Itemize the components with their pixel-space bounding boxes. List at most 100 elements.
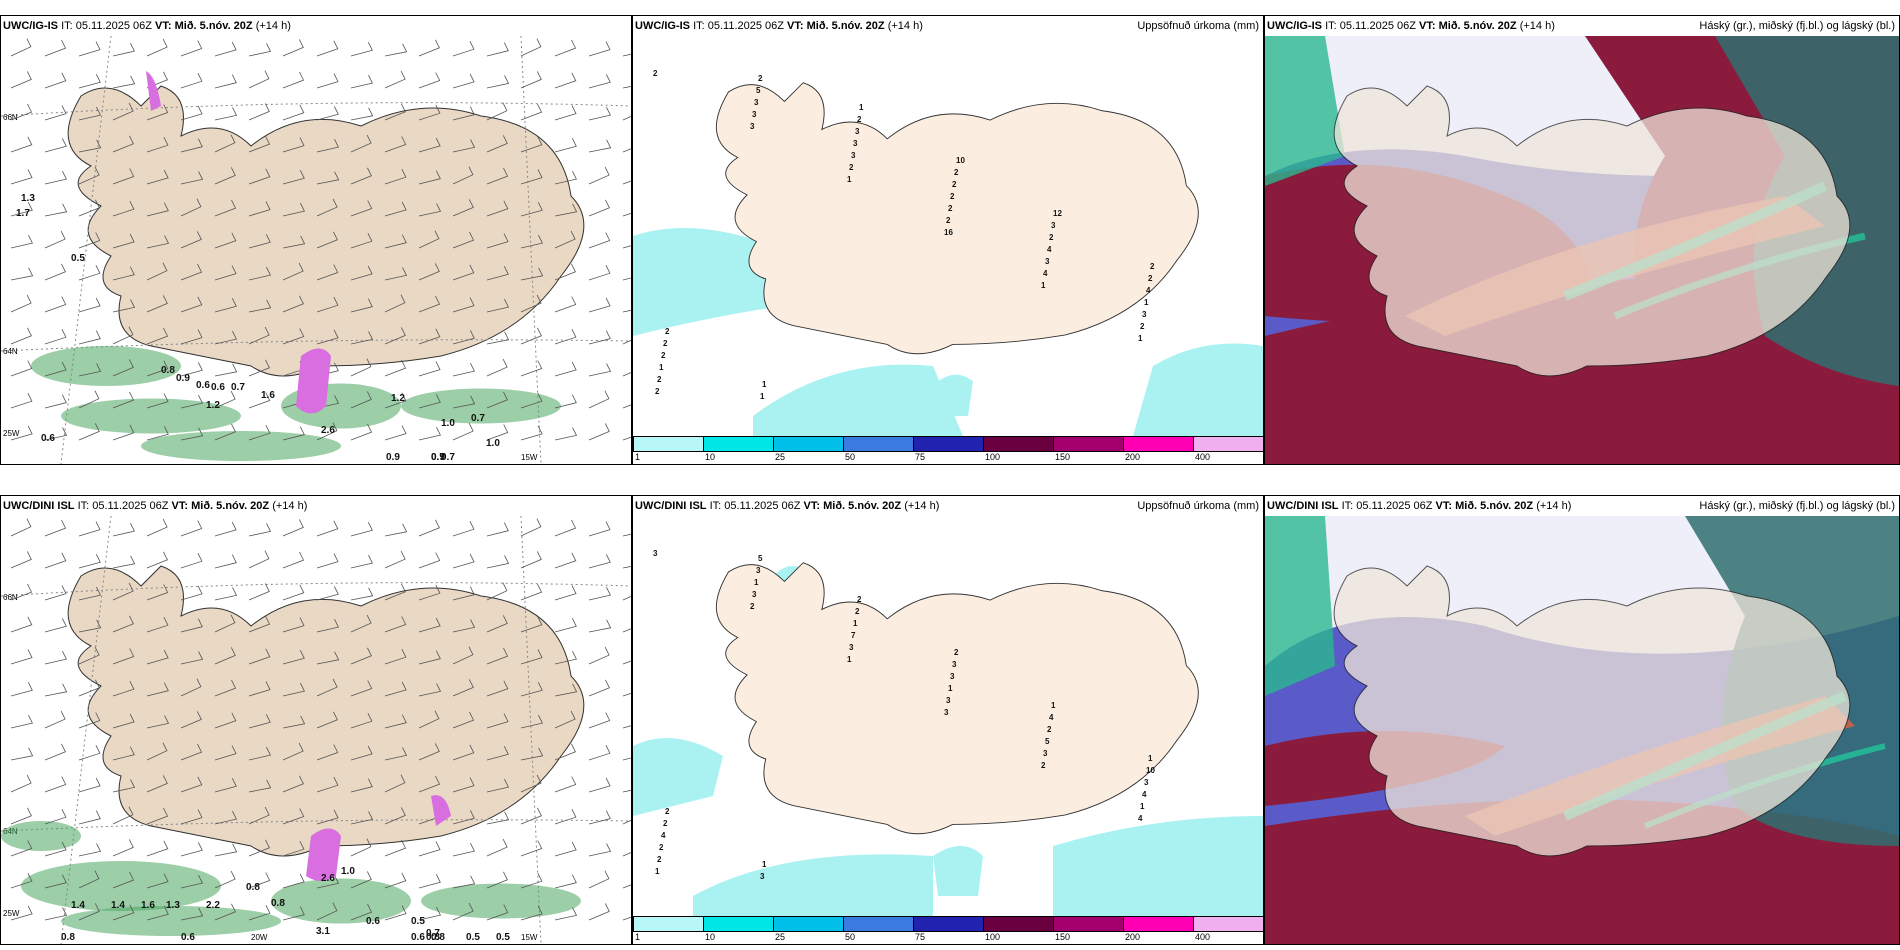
wind-barb xyxy=(146,235,170,249)
colorbar-tick-label: 150 xyxy=(1055,932,1071,942)
precip-area xyxy=(31,346,181,386)
wind-barb xyxy=(384,714,407,729)
accum-value-label: 1 xyxy=(1138,334,1143,343)
accum-value-label: 2 xyxy=(855,607,860,616)
wind-barb xyxy=(146,426,169,441)
accum-value-label: 1 xyxy=(655,867,660,876)
valid-time: Mið. 5.nóv. 20Z xyxy=(174,20,253,32)
wind-barb xyxy=(520,682,543,697)
accum-value-label: 2 xyxy=(857,115,862,124)
precip-shading xyxy=(633,566,1263,916)
wind-barb xyxy=(44,874,67,889)
wind-barb xyxy=(350,838,372,857)
precip-value-label: 1.0 xyxy=(441,418,455,429)
wind-barb xyxy=(452,73,475,89)
wind-barb xyxy=(78,712,101,729)
wind-barb xyxy=(282,262,304,281)
wind-barb xyxy=(214,134,236,153)
wind-barb xyxy=(452,810,475,825)
wind-barb xyxy=(622,596,631,601)
accum-value-label: 3 xyxy=(653,549,658,558)
accum-value-label: 2 xyxy=(659,843,664,852)
wind-barb xyxy=(316,651,340,665)
accum-value-label: 1 xyxy=(1041,281,1046,290)
wind-barb xyxy=(384,747,408,761)
precip-value-label: 0.6 xyxy=(181,932,195,943)
valid-time-label: VT: xyxy=(171,500,189,512)
wind-barb xyxy=(350,871,372,889)
colorbar-tick-label: 10 xyxy=(705,452,716,462)
wind-barb xyxy=(112,391,135,409)
wind-barb xyxy=(180,842,203,857)
wind-barb xyxy=(44,263,66,281)
wind-barb xyxy=(350,903,373,921)
wind-barb xyxy=(146,137,169,153)
wind-barb xyxy=(44,296,67,313)
wind-barb xyxy=(316,264,339,281)
valid-time: Mið. 5.nóv. 20Z xyxy=(191,500,270,512)
wind-barb xyxy=(588,843,612,857)
wind-barb xyxy=(214,745,237,761)
wind-barb xyxy=(282,295,304,313)
precip-value-label: 0.8 xyxy=(426,932,440,943)
wind-barb xyxy=(112,746,135,761)
wind-barb xyxy=(384,583,406,601)
map-clouds xyxy=(1265,516,1899,944)
colorbar-swatch xyxy=(983,436,1054,452)
wind-barb xyxy=(10,103,33,121)
wind-barb xyxy=(78,586,101,601)
wind-barb xyxy=(384,550,406,569)
wind-barb xyxy=(248,523,272,537)
accum-value-label: 4 xyxy=(1138,814,1143,823)
valid-time-label: VT: xyxy=(803,500,821,512)
accum-value-label: 1 xyxy=(1144,298,1149,307)
map-wind-precip: 66N 64N 25W 20W 15W 1.41.41.61.32.20.80.… xyxy=(1,516,631,944)
wind-barb xyxy=(418,170,441,185)
accum-value-label: 2 xyxy=(663,339,668,348)
accum-value-label: 2 xyxy=(946,216,951,225)
wind-barb xyxy=(418,617,441,633)
wind-barb xyxy=(78,390,100,409)
precip-value-label: 0.6 xyxy=(366,916,380,927)
lead-time: (+14 h) xyxy=(904,500,940,512)
wind-barb xyxy=(554,296,577,313)
wind-barb xyxy=(554,710,576,729)
wind-barb xyxy=(384,523,408,537)
wind-barb xyxy=(248,806,270,825)
wind-barb xyxy=(486,555,510,569)
wind-barb xyxy=(452,646,474,665)
lat-label-64n: 64N xyxy=(3,347,18,356)
wind-barb xyxy=(520,71,542,89)
precip-value-label: 2.6 xyxy=(321,873,335,884)
wind-barb xyxy=(10,234,33,249)
wind-barb xyxy=(214,107,238,121)
wind-barb xyxy=(248,425,271,441)
wind-barb xyxy=(44,105,67,121)
precip-value-label: 1.3 xyxy=(21,193,35,204)
colorbar-swatch xyxy=(913,436,984,452)
wind-barb xyxy=(78,423,100,441)
wind-barb xyxy=(588,106,611,121)
accum-value-label: 2 xyxy=(750,602,755,611)
accum-value-label: 3 xyxy=(851,151,856,160)
wind-barb xyxy=(282,235,306,249)
wind-barb xyxy=(588,619,612,633)
wind-barb xyxy=(180,362,203,377)
wind-barb xyxy=(78,74,101,89)
wind-barb xyxy=(10,616,33,633)
wind-barb xyxy=(486,811,510,825)
wind-barb xyxy=(44,72,67,89)
wind-barb xyxy=(350,358,372,377)
accum-value-label: 1 xyxy=(762,860,767,869)
wind-barb xyxy=(316,198,338,217)
valid-time: Mið. 5.nóv. 20Z xyxy=(806,20,885,32)
wind-barb xyxy=(214,712,237,729)
wind-barb xyxy=(112,648,135,665)
precip-value-label: 0.8 xyxy=(61,932,75,943)
accum-value-label: 5 xyxy=(1045,737,1050,746)
colorbar-tick-label: 10 xyxy=(705,932,716,942)
wind-barb xyxy=(554,263,576,281)
wind-barb xyxy=(554,776,577,793)
model-name: UWC/DINI ISL xyxy=(1267,500,1339,512)
wind-barb xyxy=(486,167,509,185)
